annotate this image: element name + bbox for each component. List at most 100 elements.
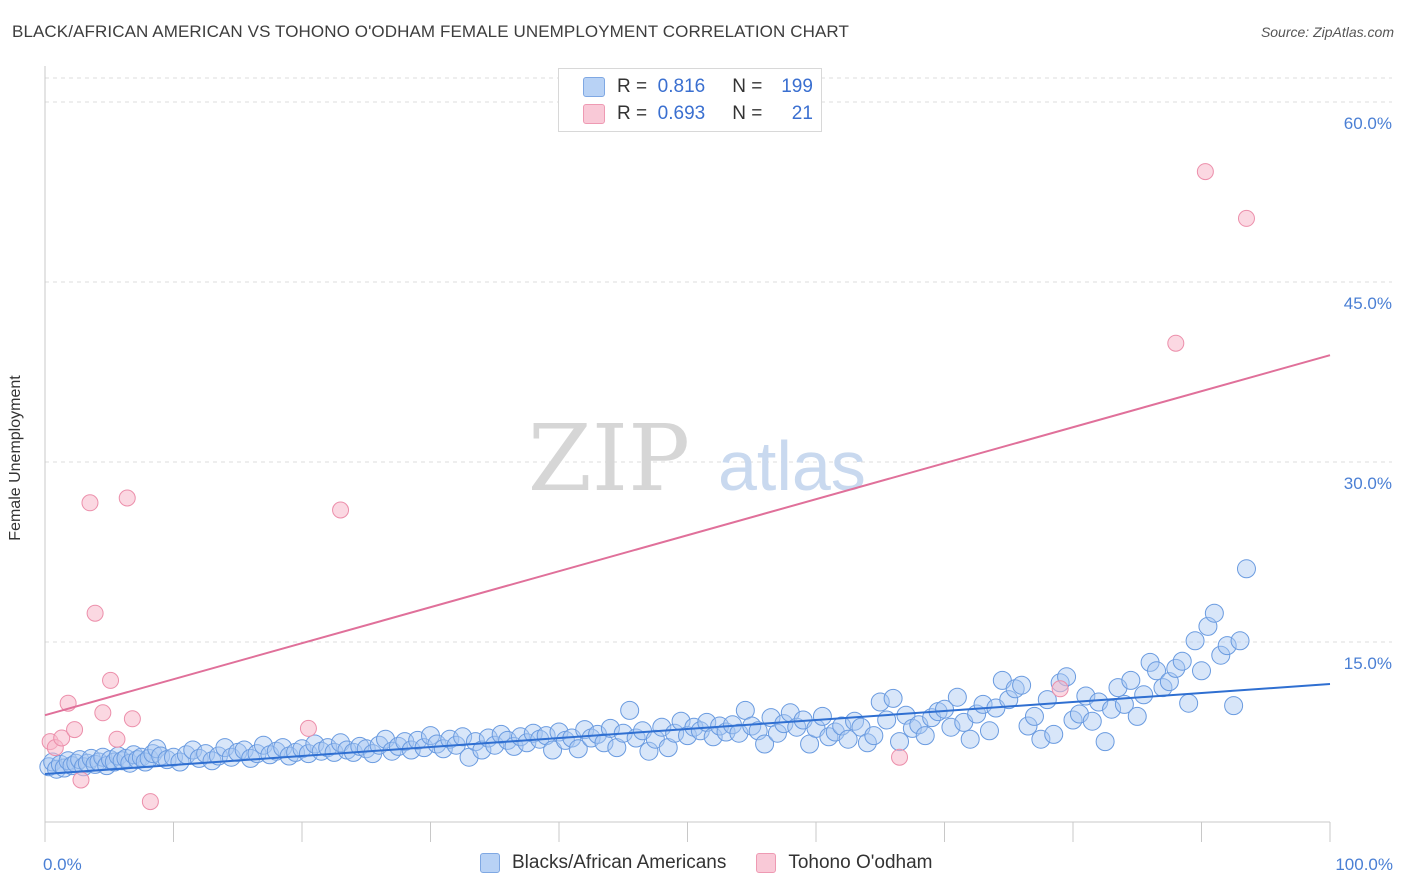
- point-blacks: [1031, 729, 1051, 749]
- y-tick-label: 45.0%: [1344, 294, 1392, 313]
- legend-n-label: N =: [732, 103, 763, 124]
- point-blacks: [1044, 724, 1064, 744]
- point-tohono: [141, 793, 159, 811]
- point-tohono: [81, 494, 99, 512]
- point-blacks: [253, 735, 273, 755]
- point-blacks: [408, 730, 428, 750]
- series-swatch-pink: [756, 853, 777, 873]
- point-blacks: [639, 741, 659, 761]
- point-tohono: [1196, 163, 1214, 181]
- legend-n-value: 199: [781, 76, 813, 97]
- point-blacks: [915, 726, 935, 746]
- point-blacks: [658, 738, 678, 758]
- point-blacks: [890, 732, 910, 752]
- point-tohono: [86, 604, 104, 622]
- point-blacks: [960, 729, 980, 749]
- point-blacks: [1179, 693, 1199, 713]
- point-tohono: [72, 771, 90, 789]
- point-blacks: [1192, 661, 1211, 681]
- legend-n-label: N =: [732, 76, 763, 97]
- point-blacks: [1082, 711, 1102, 731]
- point-blacks: [935, 699, 954, 719]
- legend-r-label: R =: [617, 103, 648, 124]
- point-blacks: [1217, 636, 1237, 656]
- axes: [44, 66, 1331, 842]
- point-blacks: [305, 734, 325, 754]
- legend-n-value: 21: [791, 103, 813, 124]
- correlation-legend: R = 0.816 N = 199 R = 0.693 N = 21: [558, 68, 822, 132]
- point-blacks: [864, 726, 884, 746]
- point-blacks: [433, 739, 453, 759]
- series-label-tohono: Tohono O'odham: [788, 852, 933, 873]
- point-blacks: [870, 692, 890, 712]
- point-tohono: [891, 748, 909, 766]
- legend-swatch-pink: [583, 104, 605, 124]
- series-legend-tohono[interactable]: Tohono O'odham: [756, 852, 932, 874]
- point-blacks: [485, 735, 505, 755]
- series-legend-blacks[interactable]: Blacks/African Americans: [480, 852, 726, 874]
- point-blacks: [331, 733, 351, 753]
- point-blacks: [453, 727, 473, 747]
- y-tick-label: 15.0%: [1344, 654, 1392, 673]
- point-blacks: [170, 752, 190, 772]
- point-blacks: [1204, 603, 1224, 623]
- tick-labels: 15.0% 30.0% 45.0% 60.0% 0.0% 100.0%: [43, 114, 1393, 874]
- point-blacks: [1018, 716, 1038, 736]
- point-blacks: [600, 718, 620, 738]
- x-tick-label: 100.0%: [1335, 855, 1393, 874]
- point-blacks: [838, 729, 858, 749]
- watermark-zip: ZIP: [528, 405, 690, 512]
- point-tohono: [94, 704, 112, 722]
- point-tohono: [1237, 209, 1255, 227]
- point-blacks: [1211, 645, 1231, 665]
- trend-lines: [44, 354, 1331, 775]
- point-tohono: [108, 730, 126, 748]
- legend-swatch-blue: [583, 77, 605, 97]
- point-tohono: [66, 721, 84, 739]
- point-tohono: [1051, 680, 1069, 698]
- point-blacks: [607, 738, 627, 758]
- point-blacks: [999, 690, 1019, 710]
- trend-line-tohono: [44, 354, 1331, 717]
- legend-r-label: R =: [617, 76, 648, 97]
- point-blacks: [1236, 559, 1256, 579]
- point-blacks: [812, 706, 832, 726]
- point-blacks: [767, 723, 787, 743]
- point-tohono: [299, 719, 317, 737]
- series-label-blacks: Blacks/African Americans: [512, 852, 727, 873]
- watermark: ZIP atlas: [528, 405, 866, 512]
- point-blacks: [568, 739, 588, 759]
- point-blacks: [517, 733, 537, 753]
- point-blacks: [1114, 694, 1134, 714]
- point-tohono: [332, 501, 350, 519]
- point-blacks: [1166, 658, 1186, 678]
- point-blacks: [266, 741, 286, 761]
- point-blacks: [1185, 631, 1205, 651]
- point-blacks: [883, 688, 903, 708]
- point-blacks: [1024, 706, 1044, 726]
- point-blacks: [941, 717, 961, 737]
- legend-r-value: 0.816: [657, 76, 706, 97]
- point-tohono: [53, 729, 71, 747]
- legend-row-tohono: R = 0.693 N = 21: [583, 102, 813, 126]
- point-blacks: [947, 687, 967, 707]
- point-blacks: [755, 734, 775, 754]
- point-blacks: [1095, 732, 1115, 752]
- point-blacks: [1172, 651, 1192, 671]
- point-blacks: [104, 752, 124, 772]
- point-blacks: [1230, 631, 1250, 651]
- point-blacks: [594, 733, 614, 753]
- legend-row-blacks: R = 0.816 N = 199: [583, 75, 813, 99]
- chart-title: BLACK/AFRICAN AMERICAN VS TOHONO O'ODHAM…: [12, 22, 849, 41]
- series-legend: Blacks/African Americans Tohono O'odham: [480, 852, 962, 874]
- point-blacks: [979, 721, 999, 741]
- point-blacks: [1134, 685, 1154, 705]
- point-blacks: [215, 738, 235, 758]
- x-tick-label: 0.0%: [43, 855, 82, 874]
- y-tick-label: 30.0%: [1344, 474, 1392, 493]
- point-blacks: [787, 717, 807, 737]
- y-tick-label: 60.0%: [1344, 114, 1392, 133]
- point-blacks: [472, 740, 492, 760]
- point-tohono: [123, 710, 141, 728]
